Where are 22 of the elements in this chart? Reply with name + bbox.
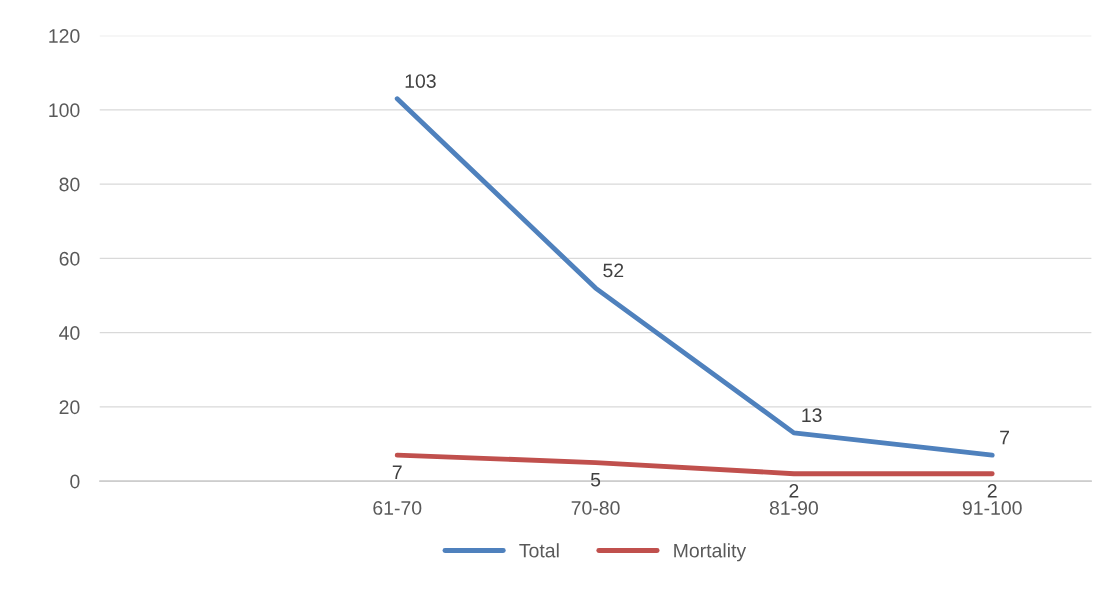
data-label: 2 <box>789 483 799 498</box>
data-label: 7 <box>1000 430 1009 445</box>
y-tick-label: 80 <box>59 177 80 192</box>
data-label: 13 <box>802 408 822 423</box>
data-label: 103 <box>405 74 436 88</box>
data-label: 7 <box>392 465 402 479</box>
y-tick-label: 120 <box>49 29 80 43</box>
line-series <box>394 96 995 458</box>
x-tick-label: 81-90 <box>769 501 818 515</box>
data-label: 5 <box>590 473 601 487</box>
y-tick-label: 0 <box>70 474 80 489</box>
legend-label: Mortality <box>674 543 747 562</box>
data-label: 2 <box>987 483 997 498</box>
x-tick-label: 61-70 <box>373 501 422 515</box>
y-tick-label: 20 <box>59 400 80 415</box>
y-tick-label: 40 <box>59 326 80 340</box>
data-label: 52 <box>603 263 624 278</box>
x-tick-label: 70-80 <box>571 501 620 515</box>
y-tick-label: 100 <box>49 103 80 118</box>
legend-label: Total <box>519 543 559 558</box>
y-tick-label: 60 <box>59 251 80 266</box>
x-tick-label: 91-100 <box>962 501 1022 515</box>
